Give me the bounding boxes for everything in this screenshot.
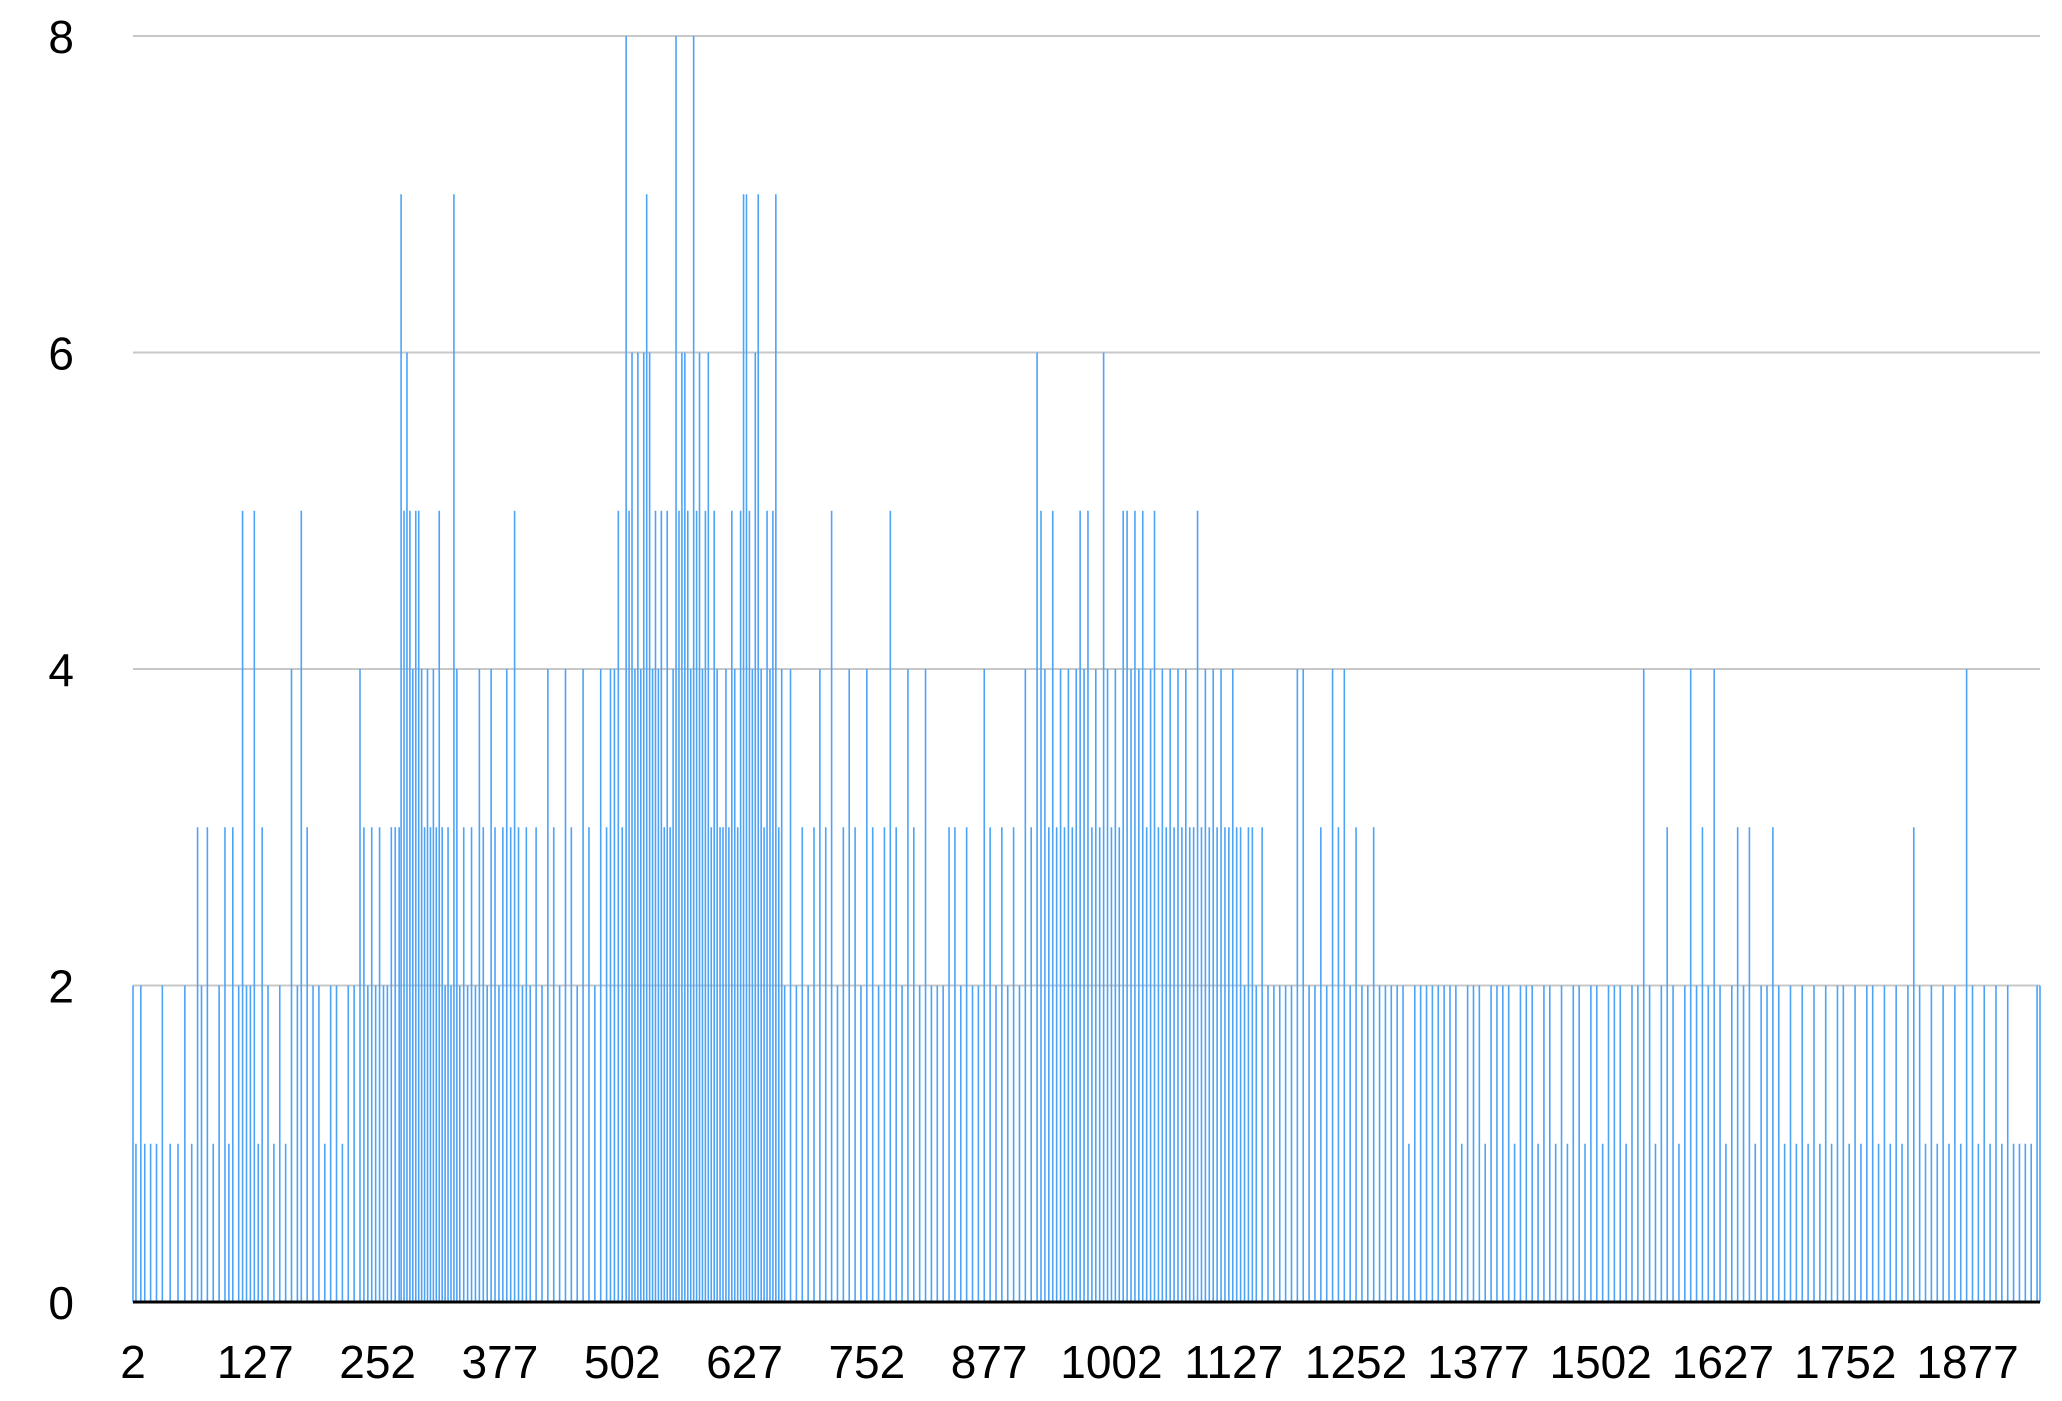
x-tick-label-4: 502 xyxy=(584,1336,661,1388)
x-tick-label-6: 752 xyxy=(828,1336,905,1388)
y-tick-label-0: 0 xyxy=(48,1277,74,1329)
x-tick-label-15: 1877 xyxy=(1916,1336,2018,1388)
x-axis-tick-labels: 2 127 252 377 502 627 752 877 1002 1127 1252 1377 15… xyxy=(120,1336,2019,1388)
y-tick-label-1: 2 xyxy=(48,961,74,1013)
x-tick-label-12: 1502 xyxy=(1550,1336,1652,1388)
y-tick-label-3: 6 xyxy=(48,328,74,380)
x-tick-label-14: 1752 xyxy=(1794,1336,1896,1388)
x-tick-label-11: 1377 xyxy=(1427,1336,1529,1388)
x-tick-label-1: 127 xyxy=(217,1336,294,1388)
grid-lines xyxy=(133,35,2040,987)
x-tick-label-0: 2 xyxy=(120,1336,146,1388)
x-tick-label-9: 1127 xyxy=(1184,1336,1283,1388)
bar-series xyxy=(132,36,2041,1302)
x-tick-label-7: 877 xyxy=(951,1336,1028,1388)
y-tick-label-2: 4 xyxy=(48,644,74,696)
y-tick-label-4: 8 xyxy=(48,11,74,63)
x-tick-label-10: 1252 xyxy=(1305,1336,1407,1388)
x-tick-label-8: 1002 xyxy=(1060,1336,1162,1388)
x-tick-label-5: 627 xyxy=(706,1336,783,1388)
x-tick-label-3: 377 xyxy=(462,1336,539,1388)
x-tick-label-13: 1627 xyxy=(1672,1336,1774,1388)
x-tick-label-2: 252 xyxy=(339,1336,416,1388)
y-axis-tick-labels: 0 2 4 6 8 xyxy=(48,11,74,1329)
